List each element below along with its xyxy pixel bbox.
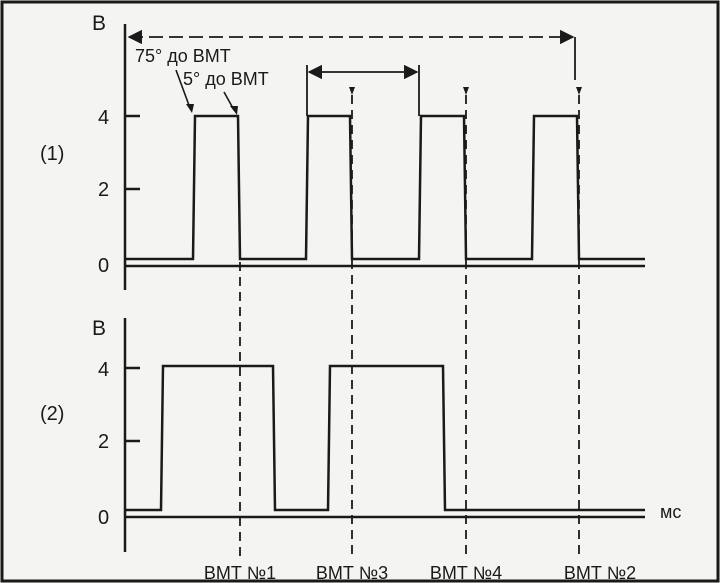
annotation-5-leader-arrow bbox=[230, 106, 238, 115]
panel-1-tick-label-0: 0 bbox=[98, 255, 109, 277]
panel-1-channel-label: (1) bbox=[40, 143, 64, 165]
annotation-5-before-tdc: 5° до ВМТ bbox=[183, 69, 269, 89]
annotation-75-before-tdc: 75° до ВМТ bbox=[135, 46, 231, 66]
tdc-label-1: ВМТ №1 bbox=[204, 563, 276, 583]
panel-2-unit-label: В bbox=[92, 317, 106, 340]
tdc-label-4: ВМТ №4 bbox=[430, 563, 502, 583]
panel-2-tick-label-4: 4 bbox=[98, 359, 109, 381]
panel-2-channel-label: (2) bbox=[40, 403, 64, 425]
annotation-75-leader bbox=[175, 69, 191, 109]
panel-2: В 4 2 0 (2) мс bbox=[40, 317, 681, 552]
panel-1-tdc-mark-4 bbox=[463, 87, 469, 95]
panel-1-tdc-mark-2 bbox=[576, 87, 582, 95]
tdc-label-2: ВМТ №2 bbox=[564, 563, 636, 583]
tdc-label-3: ВМТ №3 bbox=[316, 563, 388, 583]
panel-1: В 4 2 0 (1) 75° до ВМТ 5° до ВМТ bbox=[40, 12, 645, 290]
panel-1-tick-label-2: 2 bbox=[98, 179, 109, 201]
panel-1-unit-label: В bbox=[92, 12, 106, 35]
panel-1-tdc-mark-3 bbox=[349, 87, 355, 95]
panel-2-pulse-waveform bbox=[125, 364, 645, 512]
panel-2-tick-label-2: 2 bbox=[98, 431, 109, 453]
panel-1-tick-label-4: 4 bbox=[98, 107, 109, 129]
panel-1-pulse-waveform bbox=[125, 114, 645, 261]
annotation-75-leader-arrow bbox=[186, 104, 194, 113]
panel-2-tick-label-0: 0 bbox=[98, 507, 109, 529]
time-unit-label: мс bbox=[660, 502, 681, 522]
